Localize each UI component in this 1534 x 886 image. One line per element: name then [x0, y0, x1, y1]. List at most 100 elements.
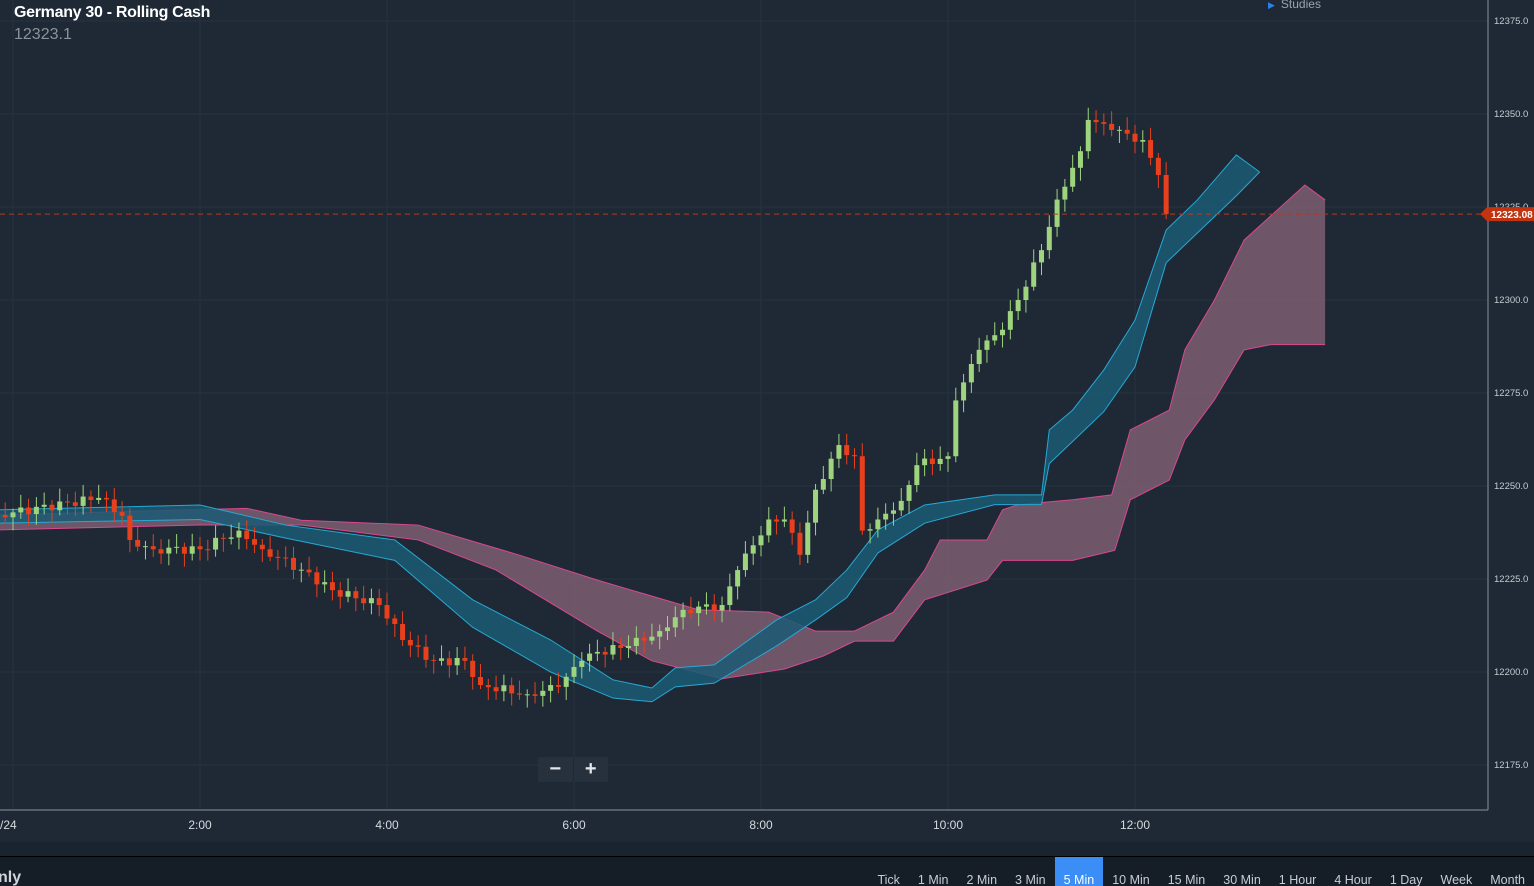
candle-body	[392, 618, 398, 625]
candle	[610, 632, 616, 660]
candle-body	[844, 445, 850, 456]
candle-body	[649, 636, 655, 641]
timeframe-month[interactable]: Month	[1490, 873, 1525, 886]
candle-body	[127, 515, 133, 540]
candle-body	[548, 685, 554, 691]
candle-body	[329, 582, 335, 591]
candle	[524, 689, 530, 708]
y-tick-label: 12375.0	[1494, 16, 1528, 27]
candle	[174, 534, 180, 554]
candle	[1062, 178, 1068, 212]
candle-body	[1085, 119, 1091, 152]
candle-body	[423, 646, 429, 660]
candle-body	[104, 497, 109, 500]
candle	[844, 433, 850, 465]
candle	[1077, 146, 1083, 181]
candle-body	[571, 666, 577, 677]
candle-body	[1015, 300, 1021, 312]
candle	[929, 449, 935, 476]
candle-body	[813, 489, 819, 523]
candle-body	[158, 549, 164, 554]
candle-body	[1039, 250, 1044, 263]
candle-body	[306, 569, 312, 573]
candle-body	[1124, 129, 1130, 134]
candle-body	[898, 500, 904, 511]
candle	[1140, 130, 1146, 153]
candle-body	[727, 586, 733, 606]
timeframe-5-min[interactable]: 5 Min	[1054, 857, 1104, 886]
timeframe-10-min[interactable]: 10 Min	[1112, 873, 1150, 886]
candle-body	[1054, 199, 1060, 227]
candle-body	[501, 685, 507, 692]
candle	[493, 675, 499, 700]
candle-body	[602, 651, 608, 655]
timeframe-15-min[interactable]: 15 Min	[1167, 873, 1206, 886]
candle	[571, 654, 577, 684]
candle	[657, 624, 663, 650]
timeframe-4-hour[interactable]: 4 Hour	[1334, 873, 1372, 886]
candle-body	[1101, 122, 1107, 124]
candle	[953, 387, 959, 463]
candle-body	[1046, 226, 1052, 251]
timeframe-1-hour[interactable]: 1 Hour	[1278, 873, 1317, 886]
candle-body	[41, 504, 47, 507]
timeframe-3-min[interactable]: 3 Min	[1015, 873, 1046, 886]
candle	[407, 631, 413, 658]
candle	[501, 674, 507, 702]
timeframe-30-min[interactable]: 30 Min	[1223, 873, 1261, 886]
candle-body	[890, 510, 896, 514]
candle-body	[781, 519, 787, 522]
timeframe-tick[interactable]: Tick	[877, 873, 900, 886]
timeframe-week[interactable]: Week	[1440, 873, 1473, 886]
candle-body	[368, 598, 374, 604]
candle-body	[805, 522, 811, 555]
candle-body	[906, 485, 912, 501]
y-tick-label: 12250.0	[1494, 481, 1528, 492]
candle-body	[197, 546, 203, 550]
studies-toggle[interactable]: ▶ Studies	[1268, 0, 1321, 11]
candle-body	[96, 497, 102, 501]
candle	[485, 678, 491, 700]
tenkan-kijun-band-lower-line	[0, 171, 1261, 703]
candle	[976, 337, 982, 372]
timeframe-buttons: Tick 1 Min 2 Min 3 Min 5 Min 10 Min 15 Min 30 M…	[868, 857, 1534, 886]
timeframe-2-min[interactable]: 2 Min	[966, 873, 998, 886]
candle	[1015, 288, 1021, 321]
candle	[742, 541, 748, 577]
candle-body	[922, 458, 928, 466]
price-chart[interactable]: 12175.0 12200.0 12225.0 12250.0 12275.0 12300…	[0, 0, 1534, 842]
candle	[883, 503, 889, 530]
candle	[711, 594, 717, 621]
candle	[220, 533, 226, 552]
x-tick-label: 8:00	[749, 818, 773, 832]
candle	[314, 566, 320, 598]
tenkan-kijun-band-upper-line	[0, 154, 1260, 689]
candle-body	[875, 519, 881, 530]
timeframe-1-day[interactable]: 1 Day	[1389, 873, 1423, 886]
timeframe-1-min[interactable]: 1 Min	[917, 873, 949, 886]
candle-body	[18, 507, 24, 513]
candle	[49, 499, 55, 524]
candle-body	[244, 530, 250, 540]
candle	[1093, 110, 1099, 133]
candle-body	[742, 553, 748, 571]
candle	[127, 508, 133, 553]
scroll-strip[interactable]	[0, 842, 1534, 856]
zoom-in-button[interactable]: +	[584, 758, 597, 780]
candle-body	[680, 609, 686, 618]
candle-body	[407, 640, 413, 646]
candle-body	[111, 499, 117, 513]
candle	[439, 645, 445, 666]
candle-body	[142, 546, 148, 548]
y-tick-label: 12200.0	[1494, 667, 1528, 678]
zoom-out-button[interactable]: −	[538, 757, 574, 782]
current-price-tag	[1480, 207, 1534, 222]
candle-body	[563, 676, 569, 687]
candle-body	[859, 456, 865, 531]
candle	[275, 549, 281, 570]
candle-body	[532, 694, 538, 696]
candle-body	[789, 519, 795, 533]
x-tick-label: 6:00	[562, 818, 586, 832]
candle-body	[361, 598, 367, 604]
candle	[875, 507, 881, 538]
